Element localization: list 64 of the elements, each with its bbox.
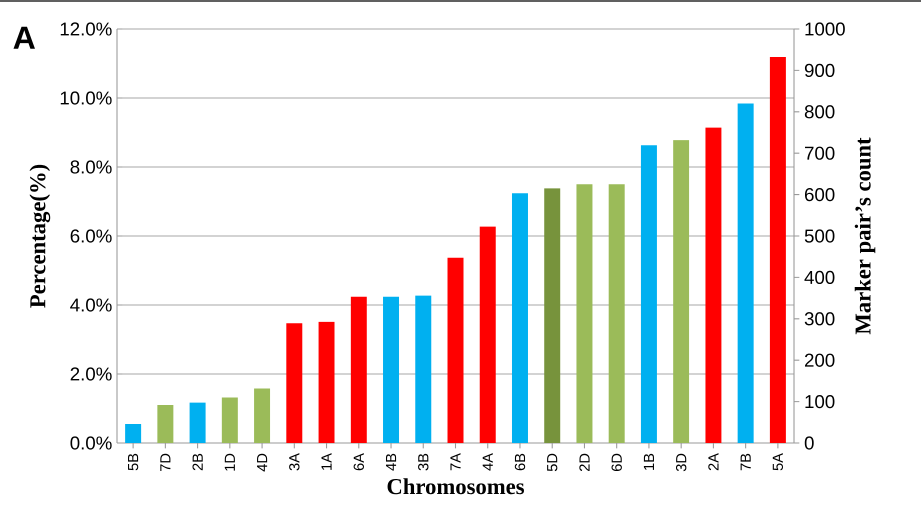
- y-tick-label: 6.0%: [70, 229, 112, 243]
- x-tick-label: 4D: [257, 454, 268, 472]
- x-tick-label: 1B: [644, 454, 654, 470]
- y2-axis-title: Marker pair’s count: [854, 138, 876, 334]
- y-tick-label: 2.0%: [70, 367, 112, 381]
- bar: [383, 296, 400, 443]
- x-axis-title: Chromosomes: [388, 478, 524, 494]
- y2-tick-label: 200: [804, 354, 834, 367]
- bar: [125, 424, 142, 443]
- y2-tick-label: 500: [804, 229, 834, 243]
- bar: [673, 140, 690, 443]
- bar: [157, 405, 174, 443]
- y2-tick-label: 400: [804, 270, 834, 284]
- x-tick-label: 1D: [224, 454, 235, 471]
- bar: [738, 104, 754, 443]
- y2-tick-label: 900: [804, 64, 834, 78]
- bar: [190, 402, 206, 443]
- bar: [286, 323, 302, 443]
- x-tick-label: 4A: [482, 453, 493, 471]
- y2-tick-label: 100: [805, 394, 834, 408]
- x-tick-label: 3A: [289, 453, 300, 470]
- x-tick-label: 5A: [772, 453, 784, 470]
- bar: [222, 397, 238, 443]
- bar: [415, 296, 432, 443]
- bar: [705, 128, 722, 443]
- x-tick-label: 2D: [579, 454, 590, 472]
- x-tick-label: 6A: [354, 453, 364, 470]
- x-tick-label: 7B: [740, 454, 751, 470]
- y2-tick-label: 1000: [805, 22, 845, 36]
- bar: [448, 258, 464, 443]
- x-tick-label: 6B: [514, 454, 526, 470]
- bar: [318, 322, 335, 443]
- text: A: [14, 26, 35, 49]
- x-tick-label: 7D: [160, 454, 170, 472]
- bar: [576, 184, 592, 443]
- bar: [350, 296, 367, 443]
- bar: [770, 56, 786, 443]
- bar: [640, 145, 657, 443]
- y2-tick-label: 600: [804, 188, 834, 202]
- bar: [512, 193, 528, 443]
- x-tick-label: 2B: [192, 454, 203, 470]
- y-tick-label: 4.0%: [70, 298, 112, 312]
- y2-tick-label: 0: [804, 436, 814, 450]
- x-tick-label: 3B: [418, 454, 428, 470]
- bar: [254, 388, 270, 443]
- y2-tick-label: 700: [805, 146, 834, 160]
- y-tick-label: 12.0%: [60, 22, 112, 36]
- y-tick-label: 8.0%: [70, 160, 112, 174]
- y-tick-label: 10.0%: [60, 91, 112, 105]
- y2-tick-label: 300: [804, 312, 834, 326]
- x-tick-label: 4B: [386, 454, 396, 471]
- y-tick-label: 0.0%: [70, 436, 112, 450]
- x-tick-label: 2A: [708, 453, 719, 470]
- x-tick-label: 6D: [612, 454, 622, 472]
- x-tick-label: 7A: [450, 453, 461, 470]
- bar: [480, 226, 496, 443]
- y2-tick-label: 800: [804, 105, 834, 118]
- x-tick-label: 5B: [128, 454, 138, 470]
- y-axis-title: Percentage(%): [29, 164, 50, 308]
- bar: [544, 188, 560, 443]
- x-tick-label: 3D: [676, 454, 686, 472]
- x-tick-label: 5D: [547, 454, 558, 472]
- bar: [608, 184, 625, 443]
- x-tick-label: 1A: [322, 453, 332, 470]
